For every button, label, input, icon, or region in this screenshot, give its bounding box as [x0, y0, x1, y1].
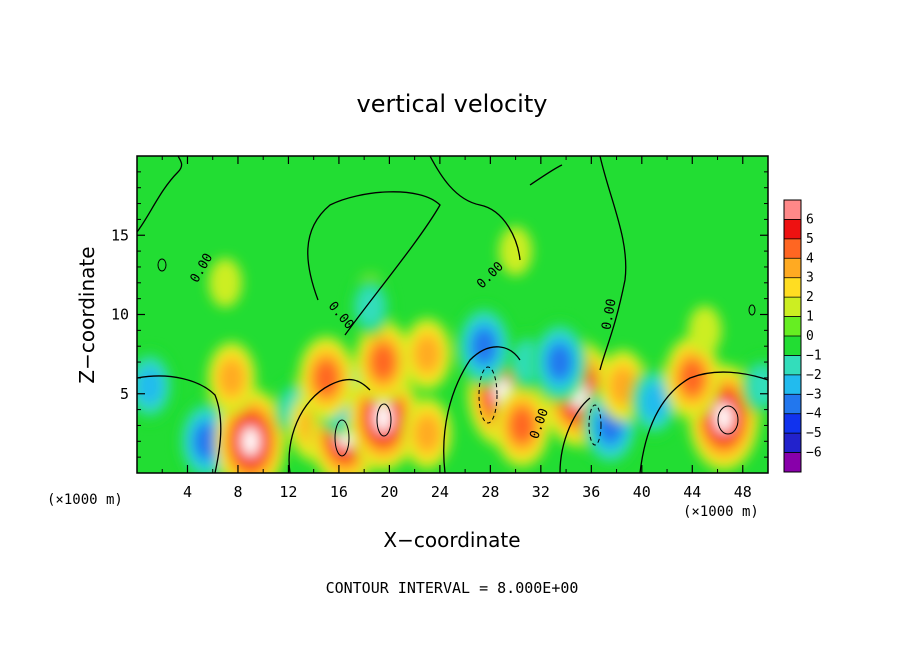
field-core: [242, 427, 259, 456]
colorbar-swatch: [784, 413, 801, 434]
x-tick-label: 48: [734, 483, 752, 501]
field-blob: [414, 335, 441, 373]
x-tick-label: 12: [279, 483, 297, 501]
zero-contour: [288, 378, 371, 473]
field-blob: [498, 226, 533, 276]
x-tick-label: 8: [233, 483, 242, 501]
colorbar-swatch: [784, 277, 801, 298]
colorbar-swatch: [784, 316, 801, 337]
closed-contour: [588, 404, 602, 446]
zero-contour: [529, 164, 563, 186]
field-blob: [414, 414, 441, 453]
colorbar-swatch: [784, 297, 801, 318]
field-blob: [547, 344, 573, 380]
zero-contour: [137, 156, 183, 233]
closed-contour: [334, 419, 350, 457]
field-blob: [609, 367, 636, 405]
field-blob: [208, 258, 243, 308]
closed-contour: [478, 366, 498, 424]
field-blob: [370, 344, 396, 380]
zero-contour: [639, 371, 768, 473]
colorbar-swatch: [784, 336, 801, 356]
zero-contour: [599, 156, 627, 371]
y-tick-label: 15: [111, 226, 129, 244]
zero-contour: [559, 397, 591, 473]
colorbar-label: 6: [806, 212, 814, 227]
colorbar: 6 5 4 3 2 1 0 −1 −2 −3 −4 −5 −6: [783, 199, 822, 473]
colorbar-swatch: [784, 374, 801, 395]
y-axis-title: Z−coordinate: [75, 246, 99, 383]
x-unit-label-left: (×1000 m): [47, 492, 123, 508]
field-blob: [137, 367, 163, 405]
field-blob: [471, 328, 497, 365]
colorbar-label: −3: [806, 387, 822, 402]
colorbar-swatch: [784, 355, 801, 376]
field-blob: [747, 365, 768, 407]
zero-contour: [137, 375, 222, 473]
colorbar-label: −6: [806, 446, 822, 461]
y-tick-label: 10: [111, 306, 129, 324]
field-blob: [641, 382, 668, 421]
field-core: [375, 403, 392, 432]
colorbar-swatch: [784, 238, 801, 259]
y-tick-label: 5: [120, 385, 129, 403]
closed-contour: [748, 304, 756, 316]
colorbar-swatch: [784, 219, 801, 240]
contour-label: 0.00: [599, 298, 619, 331]
colorbar-label: 5: [806, 232, 814, 247]
x-tick-label: 16: [330, 483, 348, 501]
colorbar-swatch: [784, 433, 801, 454]
field-blob: [679, 360, 705, 396]
x-tick-label: 24: [431, 483, 449, 501]
chart-title: vertical velocity: [357, 90, 548, 118]
colorbar-swatch: [784, 258, 801, 279]
colorbar-label: 4: [806, 251, 814, 266]
colorbar-label: 3: [806, 271, 814, 286]
zero-contours: [137, 156, 768, 473]
x-tick-label: 20: [380, 483, 398, 501]
colorbar-label: 2: [806, 290, 814, 305]
field-blob: [356, 286, 385, 328]
closed-contour: [157, 258, 167, 272]
colorbar-label: −1: [806, 348, 822, 363]
x-axis-title: X−coordinate: [383, 528, 520, 552]
x-tick-label: 4: [183, 483, 192, 501]
x-unit-label-right: (×1000 m): [683, 504, 759, 520]
field-core: [715, 403, 732, 432]
colorbar-swatch: [784, 200, 801, 220]
field-blob: [218, 359, 245, 397]
x-tick-label: 28: [481, 483, 499, 501]
field-blob: [509, 407, 535, 444]
colorbar-swatch: [784, 452, 801, 473]
colorbar-label: 1: [806, 310, 814, 325]
x-tick-label: 44: [683, 483, 701, 501]
colorbar-label: −5: [806, 426, 822, 441]
colorbar-label: −4: [806, 407, 822, 422]
zero-contour: [429, 156, 521, 261]
zero-contour: [307, 191, 441, 336]
colorbar-label: −2: [806, 368, 822, 383]
contour-interval-note: CONTOUR INTERVAL = 8.000E+00: [326, 579, 579, 597]
x-tick-label: 36: [582, 483, 600, 501]
colorbar-swatch: [784, 394, 801, 415]
velocity-field: [137, 156, 768, 473]
field-blob: [313, 360, 339, 396]
closed-contour: [717, 405, 739, 435]
colorbar-label: 0: [806, 329, 814, 344]
x-tick-label: 32: [532, 483, 550, 501]
zero-contour: [443, 346, 521, 473]
field-blob: [688, 305, 722, 355]
closed-contour: [376, 403, 392, 437]
x-tick-label: 40: [633, 483, 651, 501]
field-blob: [194, 423, 219, 460]
